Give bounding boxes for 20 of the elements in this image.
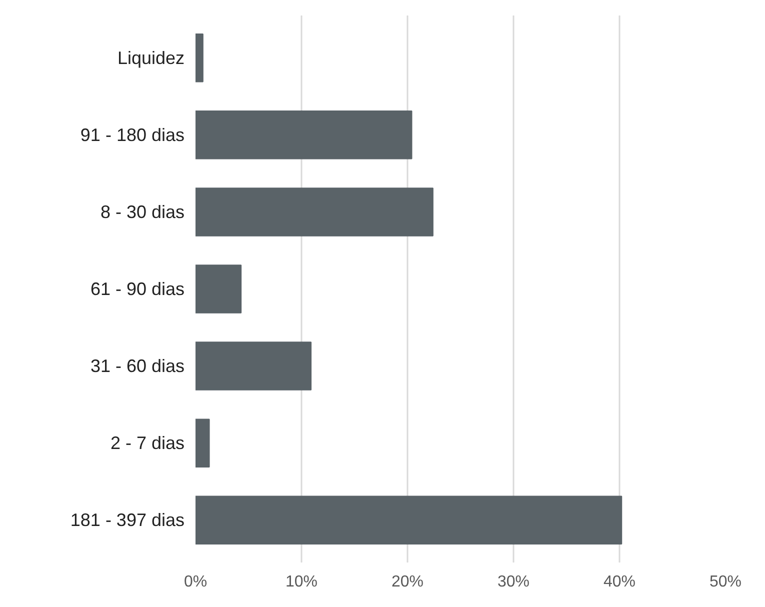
x-tick-label: 40% (603, 574, 636, 590)
y-tick-label: Liquidez (117, 48, 185, 68)
x-tick-label: 30% (497, 574, 530, 590)
y-tick-label: 61 - 90 dias (90, 279, 184, 299)
y-tick-label: 31 - 60 dias (90, 356, 184, 376)
x-tick-label: 50% (709, 574, 742, 590)
x-tick-label: 20% (391, 574, 424, 590)
y-tick-label: 2 - 7 dias (110, 433, 185, 454)
x-tick-label: 10% (285, 574, 318, 590)
bar (196, 110, 412, 160)
bar (196, 418, 210, 468)
bar (196, 342, 312, 390)
bar (196, 496, 622, 545)
y-tick-label: 181 - 397 dias (70, 510, 185, 530)
bar (196, 188, 434, 236)
y-tick-label: 8 - 30 dias (100, 202, 185, 222)
bar (196, 33, 204, 82)
y-tick-label: 91 - 180 dias (80, 124, 185, 145)
bar (196, 264, 242, 314)
x-tick-label: 0% (184, 574, 208, 590)
